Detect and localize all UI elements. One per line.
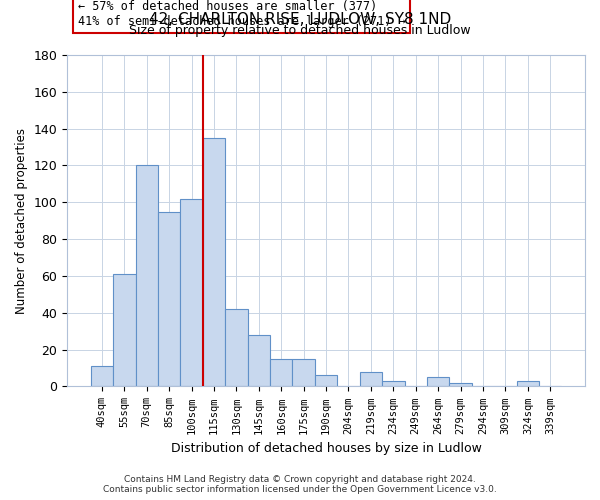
Bar <box>270 359 292 386</box>
Bar <box>181 198 203 386</box>
Bar <box>360 372 382 386</box>
Bar <box>382 381 404 386</box>
Bar <box>225 309 248 386</box>
Text: 42 CHARLTON RISE: 110sqm
← 57% of detached houses are smaller (377)
41% of semi-: 42 CHARLTON RISE: 110sqm ← 57% of detach… <box>77 0 405 28</box>
Bar <box>158 212 181 386</box>
Bar <box>113 274 136 386</box>
Text: Size of property relative to detached houses in Ludlow: Size of property relative to detached ho… <box>129 24 471 37</box>
Bar <box>91 366 113 386</box>
Bar <box>248 335 270 386</box>
Text: 42, CHARLTON RISE, LUDLOW, SY8 1ND: 42, CHARLTON RISE, LUDLOW, SY8 1ND <box>149 12 451 28</box>
Bar <box>449 383 472 386</box>
Bar <box>517 381 539 386</box>
Bar <box>315 376 337 386</box>
Text: Contains HM Land Registry data © Crown copyright and database right 2024.
Contai: Contains HM Land Registry data © Crown c… <box>103 474 497 494</box>
Bar <box>292 359 315 386</box>
Y-axis label: Number of detached properties: Number of detached properties <box>15 128 28 314</box>
X-axis label: Distribution of detached houses by size in Ludlow: Distribution of detached houses by size … <box>170 442 482 455</box>
Bar <box>427 377 449 386</box>
Bar <box>203 138 225 386</box>
Bar <box>136 166 158 386</box>
